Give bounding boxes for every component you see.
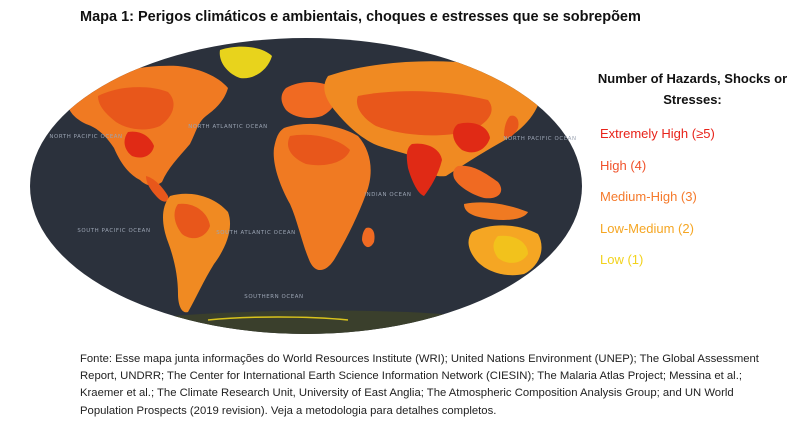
legend-item-extremely-high: Extremely High (≥5) (600, 126, 715, 141)
ocean-label: SOUTH PACIFIC OCEAN (77, 228, 150, 234)
legend-item-low-medium: Low-Medium (2) (600, 220, 694, 236)
ocean-label: SOUTH ATLANTIC OCEAN (216, 230, 296, 236)
legend: Number of Hazards, Shocks or Stresses: E… (590, 68, 795, 276)
world-map-svg: NORTH PACIFIC OCEAN NORTH ATLANTIC OCEAN… (30, 38, 582, 334)
south-america-core (174, 203, 210, 239)
legend-item-high: High (4) (600, 157, 647, 173)
north-america-hotspot (124, 131, 154, 158)
africa-north-core (287, 134, 350, 166)
east-asia-hotspot (453, 122, 490, 153)
new-zealand (555, 271, 564, 286)
japan (504, 115, 519, 138)
antarctica-coast (207, 316, 349, 321)
madagascar (362, 227, 375, 248)
ocean-label: INDIAN OCEAN (364, 192, 411, 198)
north-america-core (98, 87, 174, 130)
india (406, 143, 442, 196)
legend-title: Number of Hazards, Shocks or Stresses: (597, 71, 788, 107)
southeast-asia (453, 165, 502, 199)
ocean-label: NORTH PACIFIC OCEAN (503, 136, 576, 142)
legend-item-medium-high: Medium-High (3) (600, 189, 697, 204)
africa (273, 123, 371, 271)
legend-list: Extremely High (≥5) High (4) Medium-High… (600, 118, 795, 276)
central-america (146, 176, 169, 202)
europe (281, 82, 337, 118)
ocean-label: NORTH PACIFIC OCEAN (49, 134, 122, 140)
indonesia (464, 202, 528, 220)
australia-interior (493, 235, 528, 263)
ocean-label: SOUTHERN OCEAN (244, 294, 303, 300)
page-title: Mapa 1: Perigos climáticos e ambientais,… (80, 9, 641, 25)
source-note: Fonte: Esse mapa junta informações do Wo… (80, 353, 759, 417)
legend-item-low: Low (1) (600, 252, 644, 267)
ocean-label: NORTH ATLANTIC OCEAN (188, 124, 268, 130)
antarctica (38, 310, 576, 334)
greenland (219, 46, 272, 79)
world-map: NORTH PACIFIC OCEAN NORTH ATLANTIC OCEAN… (28, 36, 584, 336)
